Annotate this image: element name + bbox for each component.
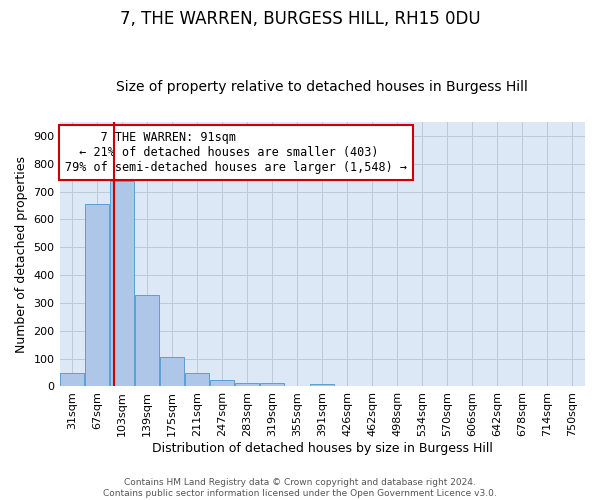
Bar <box>310 384 334 386</box>
Bar <box>235 382 259 386</box>
Bar <box>110 181 134 386</box>
Y-axis label: Number of detached properties: Number of detached properties <box>15 156 28 353</box>
Bar <box>260 384 284 386</box>
Bar <box>135 295 159 386</box>
Bar <box>85 204 109 386</box>
Text: 7, THE WARREN, BURGESS HILL, RH15 0DU: 7, THE WARREN, BURGESS HILL, RH15 0DU <box>119 10 481 28</box>
X-axis label: Distribution of detached houses by size in Burgess Hill: Distribution of detached houses by size … <box>152 442 493 455</box>
Bar <box>185 373 209 386</box>
Text: 7 THE WARREN: 91sqm
  ← 21% of detached houses are smaller (403)
79% of semi-det: 7 THE WARREN: 91sqm ← 21% of detached ho… <box>65 132 407 174</box>
Bar <box>160 357 184 386</box>
Bar <box>210 380 234 386</box>
Title: Size of property relative to detached houses in Burgess Hill: Size of property relative to detached ho… <box>116 80 528 94</box>
Text: Contains HM Land Registry data © Crown copyright and database right 2024.
Contai: Contains HM Land Registry data © Crown c… <box>103 478 497 498</box>
Bar <box>60 374 84 386</box>
